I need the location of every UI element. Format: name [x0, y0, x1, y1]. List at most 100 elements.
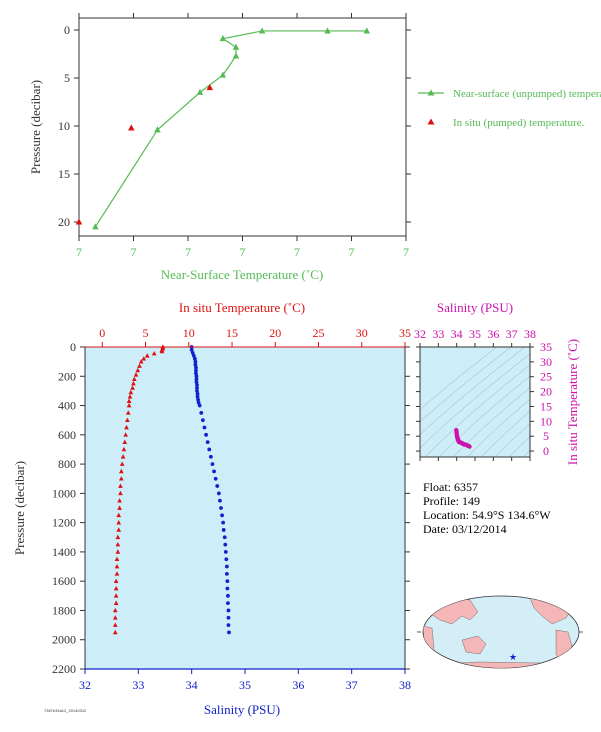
salinity-point [224, 557, 229, 562]
temperature-point [137, 363, 142, 368]
salinity-point [226, 593, 230, 598]
temperature-point [133, 372, 139, 377]
ts-temp-tick-label: 20 [540, 385, 552, 399]
main-series-group [112, 344, 231, 635]
ts-plot-background [420, 347, 530, 457]
temperature-point [115, 541, 121, 547]
salinity-point [207, 447, 212, 452]
temperature-point [116, 527, 122, 532]
salinity-point [208, 454, 213, 459]
salinity-point [226, 608, 231, 613]
temperature-point [125, 410, 131, 415]
pumped-temperature-point [128, 124, 135, 131]
temperature-point [126, 398, 132, 403]
temperature-point [122, 439, 128, 444]
unpumped-temperature-point [232, 52, 240, 59]
unpumped-temperature-point [154, 126, 161, 133]
top-x-tick-label: 7 [294, 245, 300, 259]
top-x-axis-label: Near-Surface Temperature (˚C) [161, 267, 323, 282]
main-sal-tick-label: 34 [186, 678, 198, 692]
salinity-point [202, 425, 207, 430]
main-y-axis-label: Pressure (decibar) [12, 461, 27, 555]
main-y-tick-label: 2000 [52, 633, 76, 647]
ts-temp-tick-label: 35 [540, 340, 552, 354]
salinity-point [223, 550, 228, 554]
main-top-x-axis-label: In situ Temperature (˚C) [179, 300, 305, 315]
float-profile: Profile: 149 [423, 494, 480, 508]
salinity-point [204, 432, 208, 437]
top-axis-ticks: 0 5 10 15 20 7 7 7 7 7 7 7 [58, 13, 411, 259]
main-temp-tick-label: 25 [313, 326, 325, 340]
temperature-point [118, 476, 124, 481]
main-y-tick-label: 0 [70, 340, 76, 354]
salinity-point [226, 623, 231, 627]
ts-series-group [454, 428, 472, 449]
ts-temp-tick-label: 30 [540, 355, 552, 369]
salinity-point [195, 389, 199, 393]
main-plot-background [85, 347, 405, 669]
pumped-temperature-point [75, 218, 83, 225]
salinity-point [220, 513, 224, 518]
top-x-tick-label: 7 [76, 245, 82, 259]
main-temp-tick-label: 35 [399, 326, 411, 340]
salinity-point [225, 586, 230, 591]
salinity-point [216, 491, 221, 496]
salinity-point [194, 374, 199, 379]
temperature-point [112, 615, 118, 620]
ts-density-contour [494, 423, 530, 457]
top-x-tick-label: 7 [349, 245, 355, 259]
temperature-point [151, 350, 157, 356]
profile-chart: 0200400600800100012001400160018002000220… [12, 300, 411, 717]
top-legend: Near-surface (unpumped) temperature. In … [418, 88, 601, 129]
main-sal-tick-label: 35 [239, 678, 251, 692]
ts-sal-tick-label: 35 [469, 327, 481, 341]
top-x-tick-label: 7 [131, 245, 137, 259]
footer-code: 7357e34a12_20140312 [44, 708, 87, 713]
temperature-point [125, 417, 130, 423]
unpumped-temperature-point [219, 71, 227, 78]
salinity-point [223, 542, 228, 547]
salinity-point [226, 601, 230, 606]
float-location: Location: 54.9°S 134.6°W [423, 508, 551, 522]
salinity-point [221, 520, 226, 525]
temperature-point [114, 556, 120, 562]
salinity-point [205, 440, 210, 445]
top-x-tick-label: 7 [403, 245, 409, 259]
top-x-tick-label: 7 [240, 245, 246, 259]
continent-africa [423, 625, 435, 657]
ts-density-contour [420, 347, 526, 436]
salinity-point [212, 469, 216, 474]
temperature-point [120, 454, 126, 459]
temperature-point [130, 385, 135, 390]
main-sal-tick-label: 33 [132, 678, 144, 692]
salinity-point [193, 359, 198, 364]
temperature-point [118, 468, 124, 474]
float-location-star-icon: ★ [509, 652, 517, 662]
world-map: ★ [417, 595, 583, 669]
ts-density-contour [424, 364, 530, 457]
continent-australia [461, 635, 487, 655]
float-date: Date: 03/12/2014 [423, 522, 507, 536]
main-y-tick-label: 400 [58, 399, 76, 413]
main-y-tick-label: 1600 [52, 574, 76, 588]
temperature-point [138, 359, 144, 364]
main-y-tick-label: 1000 [52, 486, 76, 500]
temperature-point [118, 483, 123, 488]
salinity-point [227, 630, 231, 635]
temperature-point [123, 432, 128, 437]
salinity-point [200, 418, 205, 423]
temperature-point [131, 376, 137, 382]
salinity-point [189, 348, 194, 352]
salinity-point [195, 391, 200, 396]
ts-density-contour [438, 375, 530, 457]
salinity-point [192, 356, 197, 361]
salinity-point [225, 579, 230, 584]
temperature-point [127, 394, 133, 399]
ts-plot-frame [419, 346, 531, 458]
main-sal-tick-label: 38 [399, 678, 411, 692]
ts-density-contour [508, 436, 530, 457]
near-surface-temperature-chart: 0 5 10 15 20 7 7 7 7 7 7 7 Pressure (decibar) Near-… [28, 13, 601, 282]
salinity-point [218, 498, 222, 503]
